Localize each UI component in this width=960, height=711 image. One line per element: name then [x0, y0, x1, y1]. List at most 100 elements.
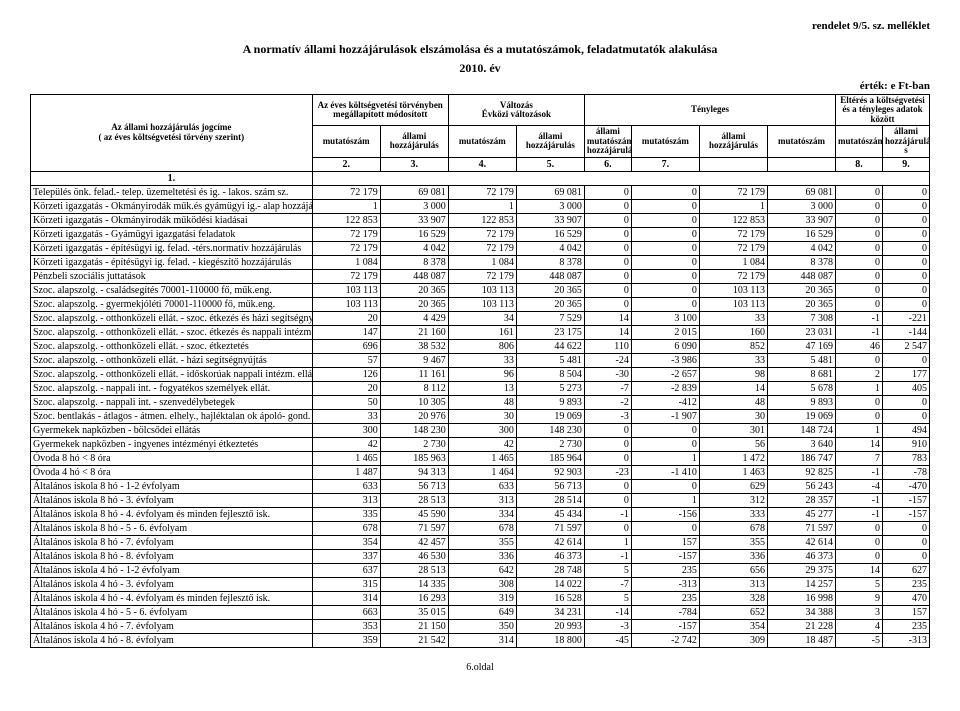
- cell: 56 713: [516, 479, 584, 493]
- cell: 72 179: [312, 227, 380, 241]
- cell: 110: [584, 339, 631, 353]
- cell: -470: [882, 479, 929, 493]
- cell: -1: [584, 549, 631, 563]
- row-label: Általános iskola 8 hó - 4. évfolyam és m…: [31, 507, 313, 521]
- cell: 20 365: [380, 297, 448, 311]
- cell: 0: [836, 227, 883, 241]
- hdr-g1a: mutatószám: [312, 126, 380, 157]
- cell: -5: [836, 633, 883, 647]
- cell: 355: [699, 535, 767, 549]
- table-row: Körzeti igazgatás - Okmányirodák műk.és …: [31, 199, 930, 213]
- table-row: Körzeti igazgatás - Gyámügyi igazgatási …: [31, 227, 930, 241]
- cell: 633: [448, 479, 516, 493]
- cell: -412: [631, 395, 699, 409]
- cell: 0: [882, 549, 929, 563]
- cell: -313: [882, 633, 929, 647]
- row-label: Körzeti igazgatás - Okmányirodák műk.és …: [31, 199, 313, 213]
- cell: 20 365: [516, 283, 584, 297]
- cell: 72 179: [312, 185, 380, 199]
- cell: 1 464: [448, 465, 516, 479]
- table-row: Általános iskola 8 hó - 4. évfolyam és m…: [31, 507, 930, 521]
- cell: 33: [312, 409, 380, 423]
- cell: 18 800: [516, 633, 584, 647]
- cell: -1 907: [631, 409, 699, 423]
- cell: 2 730: [516, 437, 584, 451]
- cell: 328: [699, 591, 767, 605]
- hdr-g4: Eltérés a költségvetési és a tényleges a…: [836, 95, 930, 126]
- hdr-g1b: állami hozzájárulás: [380, 126, 448, 157]
- row-label: Általános iskola 4 hó - 3. évfolyam: [31, 577, 313, 591]
- table-row: Általános iskola 8 hó - 3. évfolyam31328…: [31, 493, 930, 507]
- hdr-n4: 4.: [448, 157, 516, 171]
- cell: 21 160: [380, 325, 448, 339]
- cell: 148 724: [767, 423, 835, 437]
- row-label: Általános iskola 4 hó - 1-2 évfolyam: [31, 563, 313, 577]
- cell: 34 231: [516, 605, 584, 619]
- cell: 42 457: [380, 535, 448, 549]
- cell: 0: [584, 213, 631, 227]
- cell: 72 179: [312, 241, 380, 255]
- table-row: Általános iskola 4 hó - 7. évfolyam35321…: [31, 619, 930, 633]
- cell: 1: [448, 199, 516, 213]
- cell: 0: [584, 297, 631, 311]
- page-title-1: A normatív állami hozzájárulások elszámo…: [30, 42, 930, 57]
- row-label: Általános iskola 8 hó - 8. évfolyam: [31, 549, 313, 563]
- cell: 0: [882, 199, 929, 213]
- cell: 13: [448, 381, 516, 395]
- hdr-g3a: mutatószám: [631, 126, 699, 157]
- cell: 14: [836, 437, 883, 451]
- cell: 16 528: [516, 591, 584, 605]
- cell: 56 713: [380, 479, 448, 493]
- row-label: Szoc. alapszolg. - otthonközeli ellát. -…: [31, 311, 313, 325]
- cell: 0: [584, 185, 631, 199]
- hdr-n2: 2.: [312, 157, 380, 171]
- hdr-left: Az állami hozzájárulás jogcíme ( az éves…: [31, 95, 313, 172]
- cell: 1: [312, 199, 380, 213]
- hdr-g2: Változás Évközi változások: [448, 95, 584, 126]
- cell: 42 614: [767, 535, 835, 549]
- cell: 0: [882, 185, 929, 199]
- cell: 4: [836, 619, 883, 633]
- cell: 663: [312, 605, 380, 619]
- cell: 0: [836, 297, 883, 311]
- cell: 177: [882, 367, 929, 381]
- cell: 1: [699, 199, 767, 213]
- cell: 16 529: [767, 227, 835, 241]
- cell: 448 087: [516, 269, 584, 283]
- row-label: Szoc. alapszolg. - nappali int. - szenve…: [31, 395, 313, 409]
- cell: 8 681: [767, 367, 835, 381]
- cell: -157: [882, 507, 929, 521]
- cell: 103 113: [312, 297, 380, 311]
- cell: 0: [631, 199, 699, 213]
- row-label: Általános iskola 8 hó - 5 - 6. évfolyam: [31, 521, 313, 535]
- row-label: Óvoda 8 hó < 8 óra: [31, 451, 313, 465]
- cell: 0: [631, 255, 699, 269]
- row-label: Szoc. alapszolg. - nappali int. - fogyat…: [31, 381, 313, 395]
- cell: 0: [584, 241, 631, 255]
- cell: 19 069: [767, 409, 835, 423]
- cell: 852: [699, 339, 767, 353]
- cell: 309: [699, 633, 767, 647]
- cell: 48: [448, 395, 516, 409]
- cell: 9: [836, 591, 883, 605]
- cell: 629: [699, 479, 767, 493]
- cell: 652: [699, 605, 767, 619]
- cell: -7: [584, 577, 631, 591]
- cell: 336: [699, 549, 767, 563]
- cell: 3 000: [516, 199, 584, 213]
- table-row: Körzeti igazgatás - Okmányirodák működés…: [31, 213, 930, 227]
- cell: 313: [312, 493, 380, 507]
- cell: 2 015: [631, 325, 699, 339]
- cell: 0: [631, 283, 699, 297]
- row-label: Pénzbeli szociális juttatások: [31, 269, 313, 283]
- table-row: Település önk. felad.- telep. üzemelteté…: [31, 185, 930, 199]
- cell: 0: [631, 297, 699, 311]
- cell: 3 100: [631, 311, 699, 325]
- cell: -2 839: [631, 381, 699, 395]
- cell: 72 179: [312, 269, 380, 283]
- cell: 0: [836, 353, 883, 367]
- cell: 72 179: [448, 241, 516, 255]
- table-row: Szoc. alapszolg. - gyermekjóléti 70001-1…: [31, 297, 930, 311]
- cell: 103 113: [448, 283, 516, 297]
- cell: 0: [882, 283, 929, 297]
